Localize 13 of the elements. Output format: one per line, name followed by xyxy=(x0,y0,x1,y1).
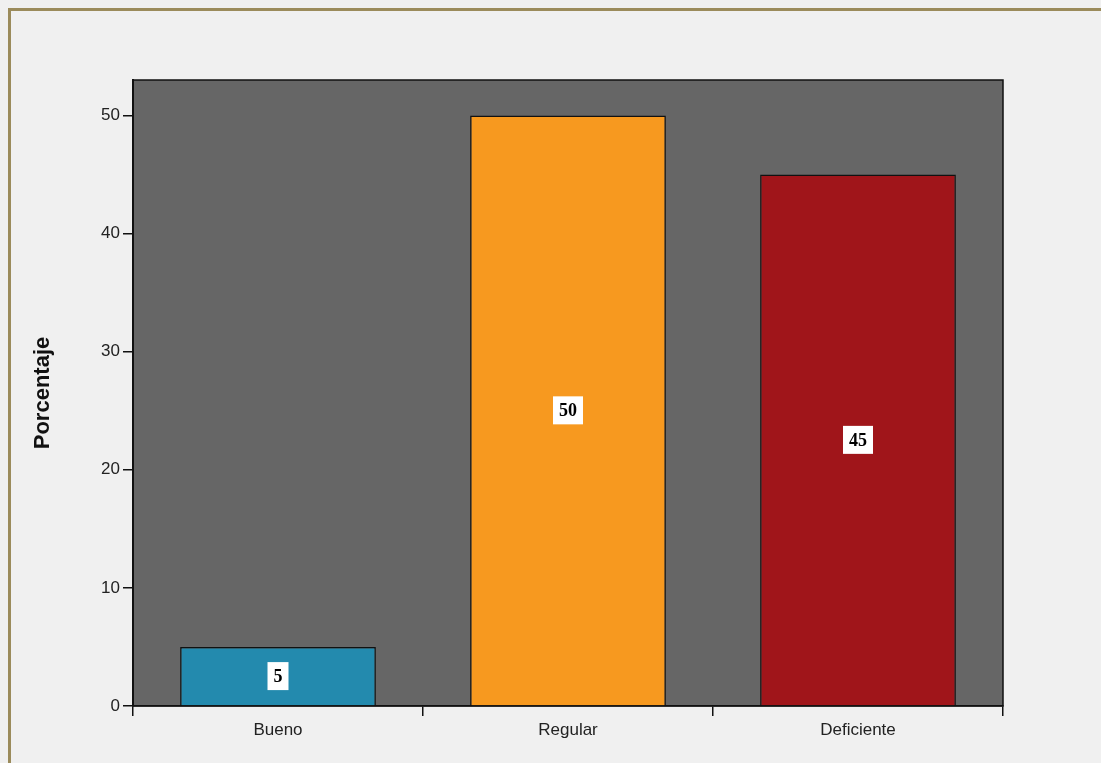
y-tick-label: 40 xyxy=(101,223,120,243)
x-tick-label: Bueno xyxy=(253,719,303,739)
data-label: 45 xyxy=(849,429,867,450)
y-tick-label: 20 xyxy=(101,459,120,479)
y-tick-label: 50 xyxy=(101,105,120,125)
y-tick-label: 0 xyxy=(110,695,120,715)
y-axis-title: Porcentaje xyxy=(29,336,55,450)
data-label: 50 xyxy=(559,400,577,420)
x-tick-label: Regular xyxy=(538,719,599,739)
x-tick-label: Deficiente xyxy=(820,719,896,739)
y-tick-label: 10 xyxy=(101,577,120,597)
y-tick-label: 30 xyxy=(101,341,120,361)
data-label: 5 xyxy=(273,665,283,686)
